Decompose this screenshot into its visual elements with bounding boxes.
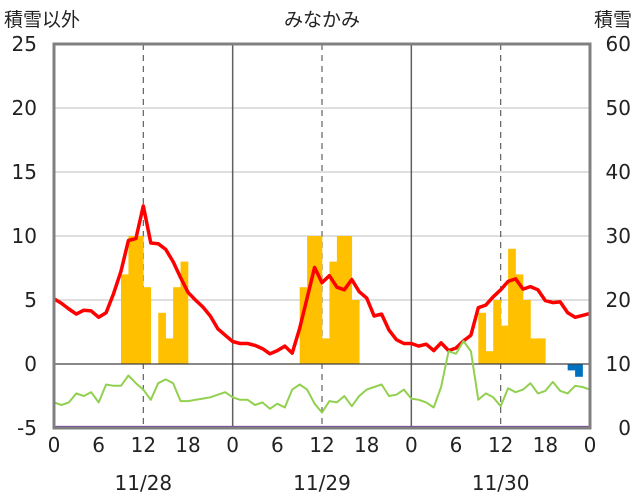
bar-17 [180, 261, 189, 364]
right-tick-5: 10 [606, 352, 631, 376]
right-tick-0: 60 [606, 32, 631, 56]
left-tick-2: 15 [12, 160, 37, 184]
left-axis-ticks: 25 20 15 10 5 0 -5 [12, 32, 37, 440]
bar-12 [143, 287, 152, 364]
bar-33 [299, 287, 308, 364]
bar-63 [523, 300, 531, 364]
right-axis-label: 積雪 [594, 9, 632, 31]
bar-16 [173, 287, 181, 364]
x-tick-1: 6 [92, 433, 105, 457]
date-labels: 11/28 11/29 11/30 [115, 471, 530, 495]
series-line-0 [53, 204, 591, 356]
bar-61 [508, 248, 516, 364]
x-tick-9: 6 [450, 433, 463, 457]
x-tick-10: 12 [488, 433, 513, 457]
bar-39 [344, 236, 353, 364]
date-label-1: 11/29 [293, 471, 351, 495]
bar-64 [530, 338, 539, 364]
bar-36 [322, 338, 330, 364]
x-tick-6: 12 [309, 433, 334, 457]
left-tick-1: 20 [12, 96, 37, 120]
bar-59 [493, 300, 501, 364]
bar-11 [135, 236, 144, 364]
bar-60 [500, 325, 509, 364]
left-tick-3: 10 [12, 224, 37, 248]
x-tick-4: 0 [226, 433, 239, 457]
left-tick-5: 0 [24, 352, 37, 376]
bar-35 [314, 236, 323, 364]
bar-40 [351, 300, 360, 364]
bar-15 [165, 338, 174, 364]
x-tick-11: 18 [533, 433, 558, 457]
left-tick-0: 25 [12, 32, 37, 56]
snowfall-bars [54, 236, 590, 377]
series-line-1 [53, 340, 591, 414]
right-tick-3: 30 [606, 224, 631, 248]
x-tick-2: 12 [131, 433, 156, 457]
x-tick-12: 0 [584, 433, 597, 457]
plot-frame [52, 42, 592, 430]
x-tick-8: 0 [405, 433, 418, 457]
x-tick-7: 18 [354, 433, 379, 457]
bar-65 [537, 338, 546, 364]
right-tick-1: 50 [606, 96, 631, 120]
bar-14 [158, 312, 166, 364]
left-tick-4: 5 [24, 288, 37, 312]
date-label-0: 11/28 [115, 471, 173, 495]
bar-62 [515, 274, 524, 364]
x-tick-3: 18 [175, 433, 200, 457]
bar-34 [307, 236, 315, 364]
bar-58 [485, 351, 494, 364]
right-tick-4: 20 [606, 288, 631, 312]
negative-bar-1 [575, 364, 583, 377]
right-axis-ticks: 60 50 40 30 20 10 0 [606, 32, 631, 440]
date-label-2: 11/30 [472, 471, 530, 495]
chart-title: みなかみ [284, 9, 360, 31]
bar-9 [121, 274, 129, 364]
x-axis-ticks: 0 6 12 18 0 6 12 18 0 6 12 18 0 [48, 433, 597, 457]
negative-bar-0 [567, 364, 576, 371]
right-tick-6: 0 [618, 416, 631, 440]
bar-37 [329, 261, 338, 364]
bar-10 [128, 236, 137, 364]
x-tick-0: 0 [48, 433, 61, 457]
bar-57 [478, 312, 487, 364]
bar-38 [336, 236, 345, 364]
left-axis-label: 積雪以外 [4, 9, 80, 31]
x-tick-5: 6 [271, 433, 284, 457]
right-tick-2: 40 [606, 160, 631, 184]
left-tick-6: -5 [17, 416, 37, 440]
